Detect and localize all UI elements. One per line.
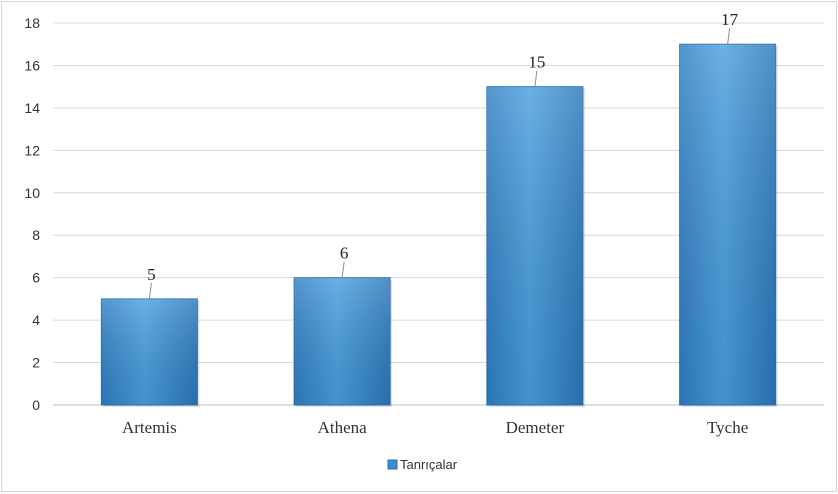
y-tick-label: 10 xyxy=(24,185,40,201)
data-label: 15 xyxy=(528,53,545,72)
x-axis-categories: Artemis Athena Demeter Tyche xyxy=(122,418,748,437)
data-label-leader xyxy=(341,261,345,278)
legend-label: Tanrıçalar xyxy=(400,457,458,472)
y-tick-label: 16 xyxy=(24,57,40,73)
bars xyxy=(100,43,778,408)
bar-sheen xyxy=(294,277,391,405)
x-category-label: Demeter xyxy=(506,418,565,437)
x-category-label: Artemis xyxy=(122,418,177,437)
y-axis-ticks: 0 2 4 6 8 10 12 14 16 18 xyxy=(24,15,40,413)
data-label-leader xyxy=(727,28,731,45)
legend-swatch xyxy=(387,459,398,470)
y-tick-label: 8 xyxy=(32,227,40,243)
y-tick-label: 4 xyxy=(32,312,40,328)
x-category-label: Tyche xyxy=(707,418,748,437)
y-tick-label: 6 xyxy=(32,270,40,286)
y-tick-label: 12 xyxy=(24,142,40,158)
data-label: 17 xyxy=(721,10,739,29)
y-tick-label: 14 xyxy=(24,100,40,116)
legend: Tanrıçalar xyxy=(387,457,458,472)
bar-sheen xyxy=(101,298,198,405)
bar-sheen xyxy=(486,86,583,406)
data-label-leader xyxy=(148,282,152,299)
data-label: 6 xyxy=(340,244,349,263)
data-label-leader xyxy=(534,70,538,87)
data-label: 5 xyxy=(147,265,156,284)
data-labels: 5 6 15 17 xyxy=(147,10,739,299)
y-tick-label: 2 xyxy=(32,355,40,371)
y-tick-label: 18 xyxy=(24,15,40,31)
x-category-label: Athena xyxy=(318,418,368,437)
y-tick-label: 0 xyxy=(32,397,40,413)
bar-sheen xyxy=(679,44,776,405)
